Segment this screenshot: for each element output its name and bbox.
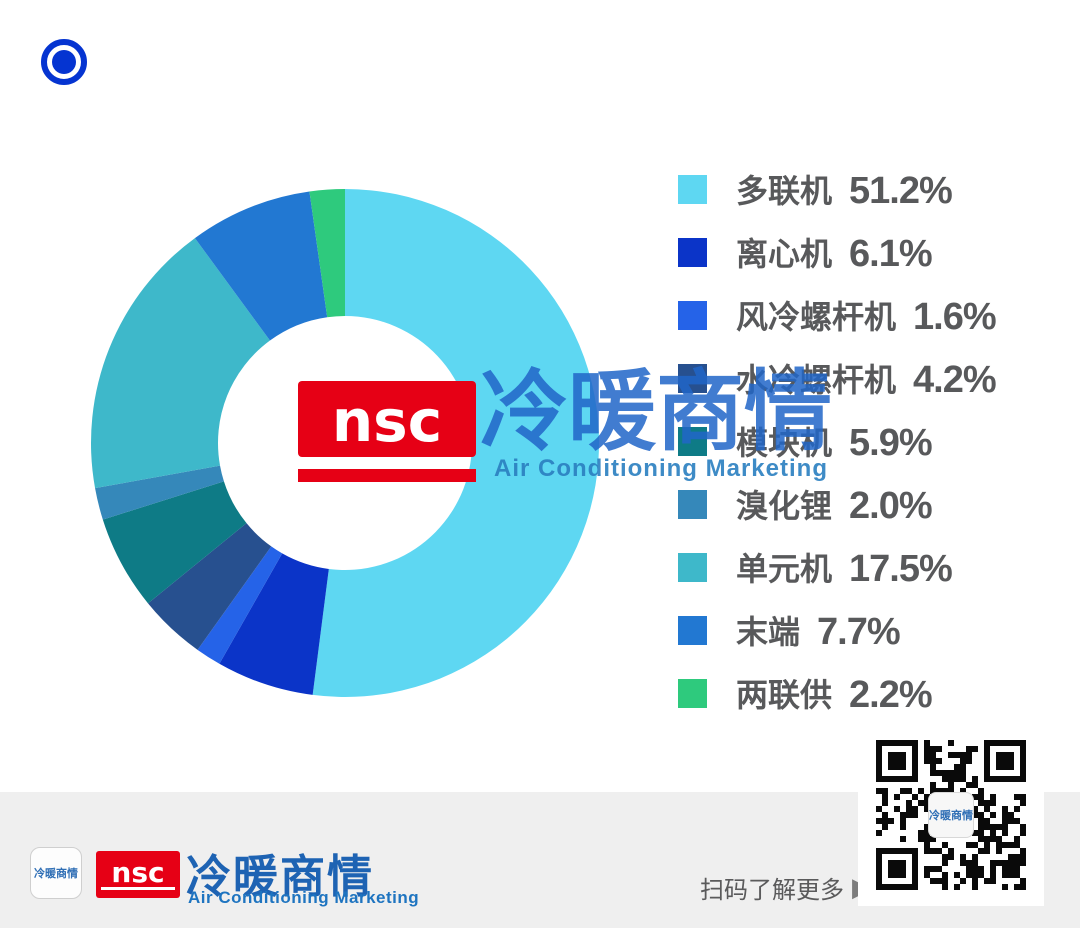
legend-label: 风冷螺杆机	[736, 299, 897, 335]
legend-swatch	[678, 553, 707, 582]
legend-value: 51.2%	[849, 170, 953, 212]
donut-slice-多联机	[312, 189, 600, 697]
legend-label: 水冷螺杆机	[736, 362, 897, 398]
donut-slice-单元机	[91, 238, 270, 489]
legend-value: 7.7%	[817, 611, 901, 653]
legend-swatch	[678, 238, 707, 267]
legend-swatch	[678, 364, 707, 393]
legend-row: 单元机 17.5%	[678, 548, 1078, 614]
qr-finder-pattern	[984, 740, 1026, 782]
donut-slice-模块机	[102, 481, 247, 604]
legend-swatch	[678, 427, 707, 456]
legend-label: 单元机	[736, 551, 833, 587]
legend-row: 水冷螺杆机 4.2%	[678, 359, 1078, 425]
legend-row: 多联机 51.2%	[678, 170, 1078, 236]
legend-swatch	[678, 679, 707, 708]
scan-hint: 扫码了解更多 ▶	[700, 870, 872, 905]
bullet-icon	[41, 39, 87, 85]
legend-row: 溴化锂 2.0%	[678, 485, 1078, 551]
footer-nsc-letters: nsc	[111, 856, 164, 889]
legend-label: 末端	[736, 614, 801, 650]
donut-slice-溴化锂	[95, 465, 224, 520]
legend-row: 两联供 2.2%	[678, 674, 1078, 740]
legend-swatch	[678, 490, 707, 519]
donut-slice-风冷螺杆机	[197, 546, 283, 664]
legend-label: 离心机	[736, 236, 833, 272]
legend-swatch	[678, 301, 707, 330]
donut-slice-末端	[194, 191, 328, 341]
qr-finder-pattern	[876, 848, 918, 890]
footer-cn-logo-text: 冷暖商情	[186, 851, 375, 902]
qr-pattern	[876, 740, 1026, 890]
legend-value: 2.0%	[849, 485, 933, 527]
legend-swatch	[678, 175, 707, 204]
donut-slice-两联供	[309, 189, 345, 318]
legend-value: 4.2%	[913, 359, 997, 401]
legend-row: 离心机 6.1%	[678, 233, 1078, 299]
legend-row: 末端 7.7%	[678, 611, 1078, 677]
legend-value: 2.2%	[849, 674, 933, 716]
legend-value: 1.6%	[913, 296, 997, 338]
scan-hint-label: 扫码了解更多	[700, 877, 844, 904]
footer-en-logo-text: Air Conditioning Marketing	[188, 888, 420, 907]
qr-finder-pattern	[876, 740, 918, 782]
donut-chart	[91, 189, 600, 697]
donut-slice-离心机	[219, 553, 329, 695]
legend-value: 17.5%	[849, 548, 953, 590]
legend-value: 6.1%	[849, 233, 933, 275]
legend-row: 风冷螺杆机 1.6%	[678, 296, 1078, 362]
legend-label: 溴化锂	[736, 488, 833, 524]
qr-code: 冷暖商情	[858, 724, 1044, 906]
footer-badge-label: 冷暖商情	[34, 868, 78, 880]
footer-app-badge: 冷暖商情	[30, 847, 82, 899]
chart-legend: 多联机 51.2% 离心机 6.1% 风冷螺杆机 1.6% 水冷螺杆机 4.2% 模块机 5.9%…	[678, 170, 1078, 740]
qr-center-logo: 冷暖商情	[928, 792, 974, 838]
legend-label: 模块机	[736, 425, 833, 461]
donut-slice-水冷螺杆机	[148, 523, 272, 650]
legend-value: 5.9%	[849, 422, 933, 464]
legend-swatch	[678, 616, 707, 645]
footer-nsc-logo: nsc	[96, 851, 180, 898]
legend-label: 两联供	[736, 677, 833, 713]
legend-row: 模块机 5.9%	[678, 422, 1078, 488]
legend-label: 多联机	[736, 173, 833, 209]
bullet-icon-dot	[52, 50, 76, 74]
